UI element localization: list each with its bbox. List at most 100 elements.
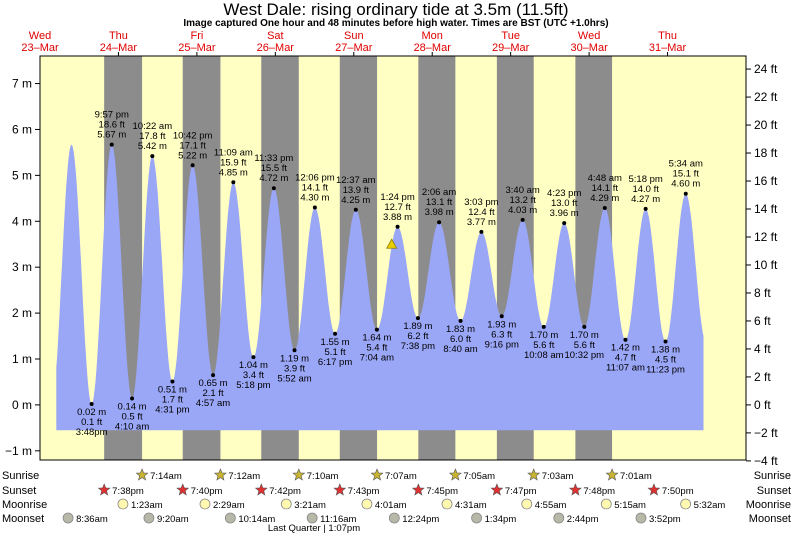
y-tick-label-ft: 2 ft <box>754 370 771 384</box>
day-name: Thu <box>658 30 677 42</box>
moonset-icon <box>471 512 482 524</box>
tide-label: 9:16 pm <box>485 339 519 350</box>
tide-label: 1.42 m <box>611 343 640 354</box>
y-tick-label-ft: 8 ft <box>754 286 771 300</box>
tide-label: 4:57 am <box>196 398 230 409</box>
tide-label: 6.2 ft <box>407 331 428 342</box>
day-name: Mon <box>422 30 443 42</box>
sunrise-row-label-right: Sunrise <box>754 470 791 482</box>
chart-subtitle: Image captured One hour and 48 minutes b… <box>183 18 608 29</box>
chart-title: West Dale: rising ordinary tide at 3.5m … <box>223 0 568 19</box>
tide-label: 5:34 am <box>669 159 703 170</box>
high-tide-point <box>479 229 484 234</box>
sunset-time: 7:50pm <box>662 486 694 497</box>
sunset-icon <box>97 483 111 496</box>
tide-label: 3.4 ft <box>243 370 264 381</box>
tide-label: 8:40 am <box>443 344 477 355</box>
moonset-icon <box>143 512 155 524</box>
moonrise-time: 4:01am <box>375 500 407 511</box>
y-tick-label-ft: 22 ft <box>754 90 778 104</box>
moonset-icon <box>553 512 565 524</box>
day-name: Fri <box>190 30 203 42</box>
moonrise-icon <box>280 498 292 510</box>
tide-label: 12.4 ft <box>468 207 495 218</box>
tide-label: 4.27 m <box>631 194 660 205</box>
tide-label: 4.03 m <box>508 205 537 216</box>
tide-label: 13.9 ft <box>343 185 370 196</box>
plot-area <box>40 56 746 460</box>
high-tide-point <box>190 163 195 168</box>
tide-label: 1.64 m <box>362 333 391 344</box>
tide-label: 13.0 ft <box>551 198 578 209</box>
moonset-time: 2:44pm <box>567 514 599 525</box>
tide-label: 5:18 pm <box>628 174 662 185</box>
day-labels: Wed23–MarThu24–MarFri25–MarSat26–MarSun2… <box>21 30 686 54</box>
sunset-icon <box>490 483 504 496</box>
tide-label: 10:42 pm <box>173 130 213 141</box>
day-date: 31–Mar <box>649 42 687 54</box>
low-tide-point <box>130 396 135 401</box>
day-date: 26–Mar <box>257 42 295 54</box>
day-date: 25–Mar <box>178 42 216 54</box>
moonrise-icon <box>600 498 612 510</box>
tide-label: 0.5 ft <box>122 411 143 422</box>
sunset-time: 7:47pm <box>505 486 537 497</box>
sunset-icon <box>647 483 661 496</box>
moonset-time: 3:52pm <box>649 514 681 525</box>
tide-label: 5.6 ft <box>574 340 595 351</box>
y-tick-label-ft: 18 ft <box>754 146 778 160</box>
tide-label: 1.70 m <box>570 330 599 341</box>
high-tide-point <box>562 221 567 226</box>
y-tick-label-ft: 14 ft <box>754 202 778 216</box>
tide-label: 1.93 m <box>487 319 516 330</box>
tide-label: 3:03 pm <box>464 197 498 208</box>
tide-label: 5.4 ft <box>366 343 387 354</box>
y-tick-label-m: 2 m <box>12 306 32 320</box>
sunset-time: 7:48pm <box>583 486 615 497</box>
tide-label: 4.60 m <box>671 179 700 190</box>
tide-area <box>56 144 704 431</box>
moonset-icon <box>62 512 74 524</box>
low-tide-point <box>89 401 94 406</box>
sunrise-time: 7:03am <box>542 471 574 482</box>
y-tick-label-ft: 20 ft <box>754 118 778 132</box>
tide-label: 0.02 m <box>77 407 106 418</box>
low-tide-point <box>663 339 668 344</box>
tide-label: 5.67 m <box>97 130 126 141</box>
tide-label: 15.9 ft <box>220 157 247 168</box>
day-date: 30–Mar <box>570 42 608 54</box>
tide-label: 4:10 am <box>115 421 149 432</box>
y-tick-label-ft: 6 ft <box>754 314 771 328</box>
moonrise-icon <box>117 498 129 510</box>
y-tick-label-m: 5 m <box>12 168 32 182</box>
sunset-icon <box>568 483 582 496</box>
y-tick-label-m: −1 m <box>5 444 32 458</box>
y-tick-label-m: 6 m <box>12 122 32 136</box>
sunrise-time: 7:12am <box>228 471 260 482</box>
y-tick-label-ft: −2 ft <box>754 426 778 440</box>
y-tick-label-m: 1 m <box>12 352 32 366</box>
y-tick-label-ft: 0 ft <box>754 398 771 412</box>
tide-label: 4:48 am <box>588 173 622 184</box>
moonset-icon <box>224 512 236 524</box>
high-tide-point <box>683 191 688 196</box>
plot-frame <box>39 55 747 461</box>
low-tide-point <box>415 316 420 321</box>
low-tide-point <box>292 348 297 353</box>
sunrise-time: 7:01am <box>620 471 652 482</box>
sunrise-time: 7:07am <box>385 471 417 482</box>
tide-label: 3.98 m <box>425 207 454 218</box>
moonrise-icon <box>441 498 453 510</box>
tide-label: 15.5 ft <box>261 163 288 174</box>
tide-label: 0.1 ft <box>81 417 102 428</box>
day-date: 23–Mar <box>21 42 59 54</box>
moonset-time: 8:36am <box>76 514 108 525</box>
moonset-time: 10:14am <box>238 514 275 525</box>
axes: −1 m 0 m 1 m 2 m 3 m 4 m 5 m 6 m 7 m −4 ft −2 ft 0 … <box>5 52 778 468</box>
tide-label: 4:23 pm <box>547 188 581 199</box>
tide-label: 2:06 am <box>422 187 456 198</box>
day-date: 24–Mar <box>100 42 138 54</box>
high-tide-point <box>150 154 155 159</box>
tide-label: 14.1 ft <box>592 183 619 194</box>
tide-label: 4.29 m <box>590 193 619 204</box>
